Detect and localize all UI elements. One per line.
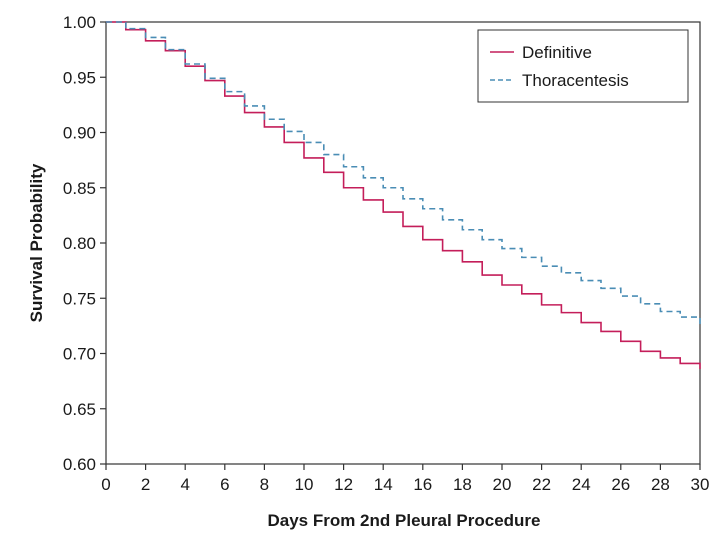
legend-label-thoracentesis: Thoracentesis <box>522 71 629 90</box>
legend-label-definitive: Definitive <box>522 43 592 62</box>
x-axis-title: Days From 2nd Pleural Procedure <box>267 511 540 530</box>
legend: Definitive Thoracentesis <box>477 29 689 103</box>
series-definitive-line <box>106 21 701 369</box>
x-tick-label: 6 <box>220 475 229 494</box>
x-tick-label: 28 <box>651 475 670 494</box>
x-tick-label: 10 <box>295 475 314 494</box>
y-tick-label: 0.95 <box>63 68 96 87</box>
x-tick-label: 18 <box>453 475 472 494</box>
x-tick-label: 12 <box>334 475 353 494</box>
x-tick-label: 14 <box>374 475 393 494</box>
x-tick-label: 8 <box>260 475 269 494</box>
y-tick-label: 0.70 <box>63 345 96 364</box>
legend-box <box>477 29 689 103</box>
x-tick-label: 20 <box>493 475 512 494</box>
y-tick-label: 1.00 <box>63 13 96 32</box>
series-thoracentesis-line <box>106 21 701 326</box>
x-tick-label: 2 <box>141 475 150 494</box>
y-tick-label: 0.90 <box>63 124 96 143</box>
y-tick-label: 0.85 <box>63 179 96 198</box>
x-tick-label: 26 <box>611 475 630 494</box>
x-tick-label: 0 <box>101 475 110 494</box>
series-layer <box>106 21 701 369</box>
y-tick-label: 0.65 <box>63 400 96 419</box>
y-tick-label: 0.75 <box>63 289 96 308</box>
x-tick-label: 30 <box>691 475 710 494</box>
y-tick-label: 0.80 <box>63 234 96 253</box>
y-tick-label: 0.60 <box>63 455 96 474</box>
x-tick-label: 24 <box>572 475 591 494</box>
axis-layer: 0 2 4 6 8 10 12 14 16 18 20 22 24 26 28 300.600.650.700… <box>63 13 710 494</box>
x-tick-label: 4 <box>180 475 189 494</box>
y-axis-title: Survival Probability <box>27 163 46 322</box>
x-tick-label: 22 <box>532 475 551 494</box>
x-tick-label: 16 <box>413 475 432 494</box>
